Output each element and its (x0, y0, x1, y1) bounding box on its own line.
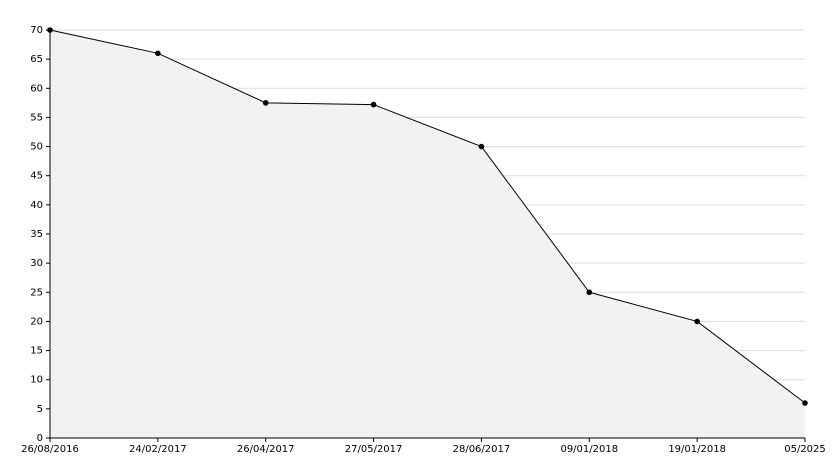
y-tick-label: 30 (30, 258, 43, 269)
marker (586, 289, 593, 296)
y-tick-label: 15 (30, 346, 43, 357)
x-tick-label: 26/04/2017 (237, 444, 295, 455)
y-tick-label: 65 (30, 54, 43, 65)
line (49, 29, 806, 404)
y-tick-label: 70 (30, 25, 43, 36)
y-tick-label: 25 (30, 287, 43, 298)
marker (262, 100, 269, 106)
y-tick-label: 35 (30, 229, 43, 240)
y-tick-label: 20 (30, 316, 43, 327)
marker (802, 400, 808, 406)
y-tick-label: 5 (37, 404, 43, 415)
x-tick-label: 26/08/2016 (21, 444, 79, 455)
x-tick-label: 27/05/2017 (345, 444, 403, 455)
y-tick-label: 60 (30, 83, 43, 94)
x-tick-label: 28/06/2017 (453, 444, 511, 455)
y-tick-label: 55 (30, 112, 43, 123)
y-tick-label: 40 (30, 200, 43, 211)
x-tick-label: 09/01/2018 (560, 444, 618, 455)
y-tick-label: 50 (30, 142, 43, 153)
marker (47, 27, 53, 33)
x-tick-label: 05/2025 (784, 444, 826, 455)
x-tick-label: 24/02/2017 (129, 444, 187, 455)
marker (155, 50, 161, 57)
x-tick-label: 19/01/2018 (668, 444, 726, 455)
y-tick-label: 10 (30, 375, 43, 386)
y-tick-label: 0 (37, 433, 43, 444)
marker (694, 318, 700, 325)
y-tick-label: 45 (30, 171, 43, 182)
marker (370, 101, 377, 108)
marker (478, 143, 485, 150)
area (50, 30, 805, 438)
